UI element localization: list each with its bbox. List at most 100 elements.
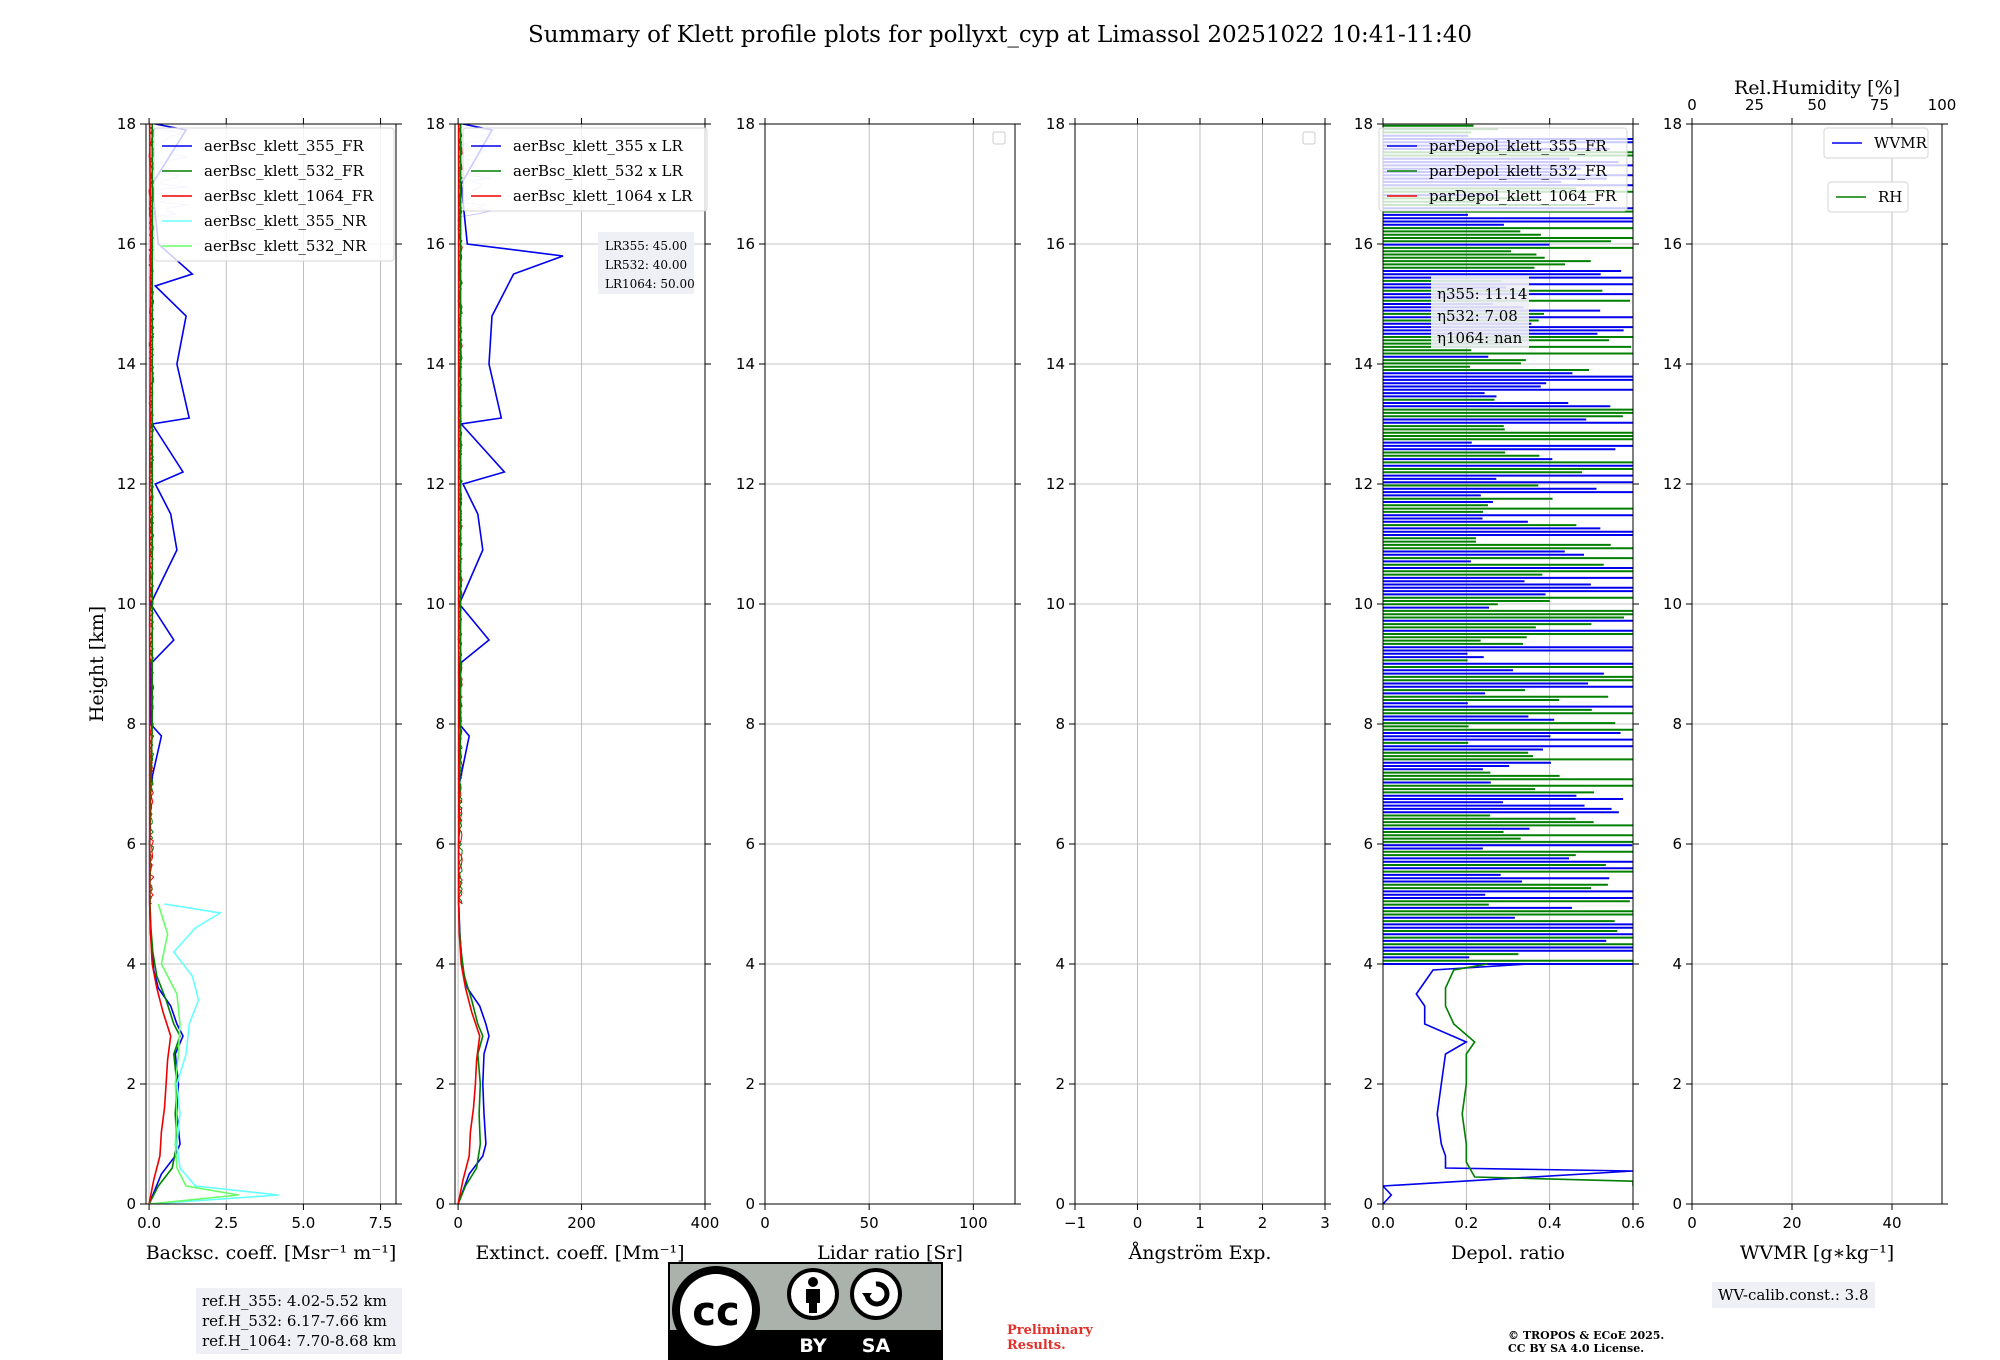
- ytick-label: 18: [117, 115, 136, 133]
- legend-box: [1378, 127, 1628, 212]
- empty-legend-box: [1302, 131, 1316, 145]
- legend-extinction: aerBsc_klett_355 x LR aerBsc_klett_532 x …: [462, 127, 708, 212]
- svg-text:cc: cc: [692, 1289, 739, 1335]
- legend-label: aerBsc_klett_355_NR: [204, 212, 367, 230]
- top-xlabel: Rel.Humidity [%]: [1734, 77, 1900, 99]
- legend-label: aerBsc_klett_532_NR: [204, 237, 367, 255]
- empty-legend-box: [992, 131, 1006, 145]
- lidar-ratio-bg: [598, 232, 694, 294]
- person-icon: [787, 1268, 839, 1320]
- ytick-label: 18: [426, 115, 445, 133]
- top-xtick-label: 100: [1928, 96, 1957, 114]
- legend-box-wvmr: [1823, 127, 1929, 159]
- copyright-note: © TROPOS & ECoE 2025. CC BY SA 4.0 Licen…: [1508, 1329, 1664, 1355]
- axes-frame: [145, 123, 397, 1205]
- ytick-label: 2: [1363, 1075, 1373, 1093]
- xlabel-backscatter: Backsc. coeff. [Msr⁻¹ m⁻¹]: [146, 1242, 397, 1264]
- series-aerBsc_klett_355 x LR: [457, 124, 564, 1204]
- ref-height-355: ref.H_355: 4.02-5.52 km: [202, 1292, 387, 1310]
- ytick-label: 18: [1663, 115, 1682, 133]
- ref-height-532: ref.H_532: 6.17-7.66 km: [202, 1312, 387, 1330]
- ytick-label: 0: [745, 1195, 755, 1213]
- ytick-label: 8: [1055, 715, 1065, 733]
- top-xtick-label: 75: [1870, 96, 1889, 114]
- series-aerBsc_klett_532_NR: [149, 903, 239, 1204]
- legend-box: [462, 127, 708, 212]
- xlabel-lidar_ratio: Lidar ratio [Sr]: [817, 1242, 963, 1264]
- ytick-label: 2: [126, 1075, 136, 1093]
- ytick-label: 18: [1046, 115, 1065, 133]
- wv-calib-box: WV-calib.const.: 3.8: [1712, 1282, 1875, 1308]
- ytick-label: 14: [117, 355, 136, 373]
- ytick-label: 12: [1663, 475, 1682, 493]
- ytick-label: 2: [1672, 1075, 1682, 1093]
- xtick-label: 200: [567, 1214, 596, 1232]
- eta-label: η1064: nan: [1437, 329, 1523, 347]
- badge-label-sa: SA: [862, 1335, 891, 1357]
- series-aerBsc_klett_532_FR: [148, 124, 181, 1204]
- ytick-label: 4: [1672, 955, 1682, 973]
- xtick-label: 0.2: [1454, 1214, 1478, 1232]
- top-xtick-label: 50: [1807, 96, 1826, 114]
- ytick-label: 6: [1363, 835, 1373, 853]
- eta-label: η532: 7.08: [1437, 307, 1518, 325]
- ytick-label: 10: [736, 595, 755, 613]
- series-parDepol_klett_355_FR: [1383, 963, 1633, 1204]
- ytick-label: 6: [435, 835, 445, 853]
- ytick-label: 8: [1363, 715, 1373, 733]
- preliminary-line-2: Results.: [1007, 1338, 1066, 1353]
- ytick-label: 14: [1046, 355, 1065, 373]
- cc-logo-icon: cc: [672, 1266, 760, 1354]
- ytick-label: 12: [1354, 475, 1373, 493]
- ytick-label: 0: [1672, 1195, 1682, 1213]
- ytick-label: 4: [745, 955, 755, 973]
- ytick-label: 0: [1055, 1195, 1065, 1213]
- top-xtick-label: 0: [1687, 96, 1697, 114]
- ytick-label: 0: [126, 1195, 136, 1213]
- ref-heights-box: ref.H_355: 4.02-5.52 km ref.H_532: 6.17-…: [196, 1288, 403, 1354]
- series-aerBsc_klett_355_FR: [148, 124, 194, 1204]
- legend-backscatter: aerBsc_klett_355_FR aerBsc_klett_532_FRae…: [153, 127, 395, 262]
- xtick-label: 0: [1133, 1214, 1143, 1232]
- series-aerBsc_klett_1064 x LR: [457, 124, 481, 1204]
- figure-title: Summary of Klett profile plots for polly…: [527, 22, 1473, 48]
- legend-label: aerBsc_klett_1064 x LR: [513, 187, 693, 205]
- xtick-label: 0.0: [137, 1214, 161, 1232]
- panel-water_vapor: 0 2 4 6 8 10 12 14 16 18 0 20 40 WVMR [g∗kg⁻¹] 0 25 50 75…: [1663, 77, 1956, 1264]
- ytick-label: 10: [1663, 595, 1682, 613]
- ytick-label: 16: [426, 235, 445, 253]
- legend-box-rh: [1827, 181, 1909, 213]
- xtick-label: 3: [1320, 1214, 1330, 1232]
- badge-label-by: BY: [799, 1335, 826, 1357]
- copyright-line-2: CC BY SA 4.0 License.: [1508, 1342, 1645, 1355]
- series-aerBsc_klett_1064_FR: [148, 124, 172, 1204]
- legend-label: parDepol_klett_532_FR: [1429, 162, 1607, 180]
- lidar-ratio-box: LR355: 45.00 LR532: 40.00 LR1064: 50.00: [598, 232, 695, 294]
- xtick-label: 2.5: [214, 1214, 238, 1232]
- ytick-label: 12: [426, 475, 445, 493]
- xlabel-depolarization: Depol. ratio: [1451, 1242, 1565, 1264]
- ytick-label: 4: [1363, 955, 1373, 973]
- xlabel-angstrom: Ångström Exp.: [1128, 1242, 1272, 1264]
- ytick-label: 12: [736, 475, 755, 493]
- plot-area-backscatter: [148, 124, 279, 1204]
- ytick-label: 4: [435, 955, 445, 973]
- xtick-label: 7.5: [369, 1214, 393, 1232]
- legend-water-vapor: WVMR RH: [1823, 127, 1929, 213]
- ytick-label: 16: [1354, 235, 1373, 253]
- noise-lav: [457, 126, 495, 904]
- ytick-label: 16: [1663, 235, 1682, 253]
- ytick-label: 8: [745, 715, 755, 733]
- plot-area-extinction: [457, 124, 564, 1204]
- legend-label-rh: RH: [1878, 188, 1902, 206]
- preliminary-note: Preliminary Results.: [1007, 1323, 1093, 1353]
- lidar-ratio-label: LR1064: 50.00: [605, 277, 695, 291]
- ytick-label: 16: [736, 235, 755, 253]
- panel-extinction: 0 2 4 6 8 10 12 14 16 18 0 200 400 Extinct. coeff. [M…: [426, 115, 719, 1264]
- ytick-label: 12: [1046, 475, 1065, 493]
- ytick-label: 8: [1672, 715, 1682, 733]
- legend-label: aerBsc_klett_532_FR: [204, 162, 364, 180]
- legend-depolarization: parDepol_klett_355_FR parDepol_klett_532_…: [1378, 127, 1628, 212]
- xtick-label: 400: [691, 1214, 720, 1232]
